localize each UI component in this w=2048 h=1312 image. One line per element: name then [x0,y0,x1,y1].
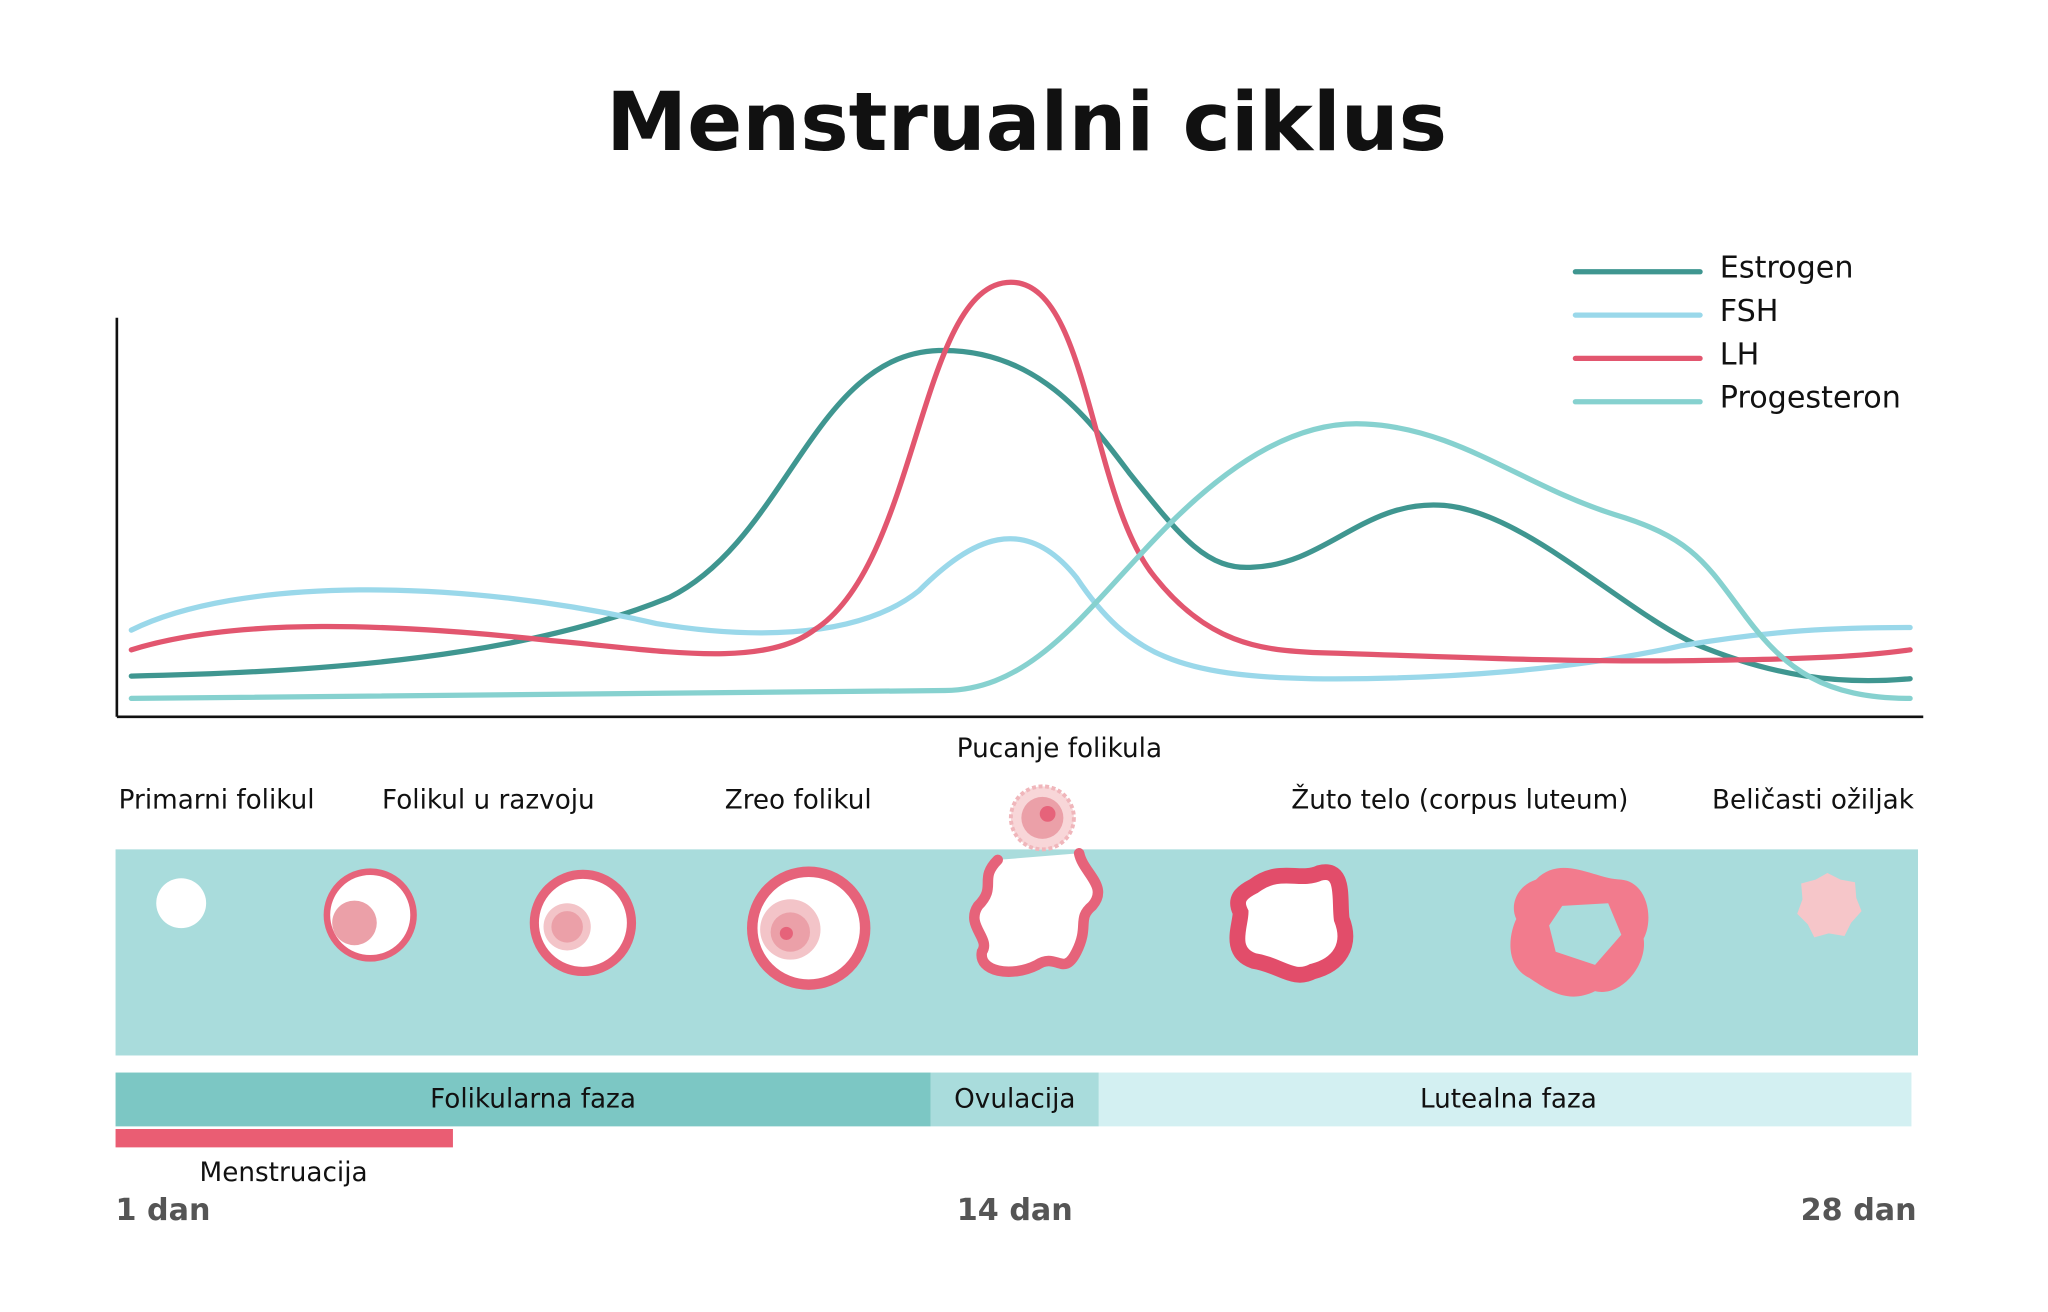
fsh-curve [128,536,1913,682]
menstruation-bar [115,1128,453,1148]
phase-bar [115,1072,931,1127]
legend-label: Progesteron [1720,381,1901,416]
legend-label: LH [1720,337,1760,372]
stage-label: Folikul u razvoju [382,785,595,815]
menstruation-label: Menstruacija [200,1158,368,1188]
day-label: 1 dan [116,1193,211,1228]
phase-bar [1098,1072,1912,1127]
stage-label: Beličasti ožiljak [1712,785,1915,815]
day-label: 28 dan [1801,1193,1917,1228]
stage-label: Žuto telo (corpus luteum) [1291,783,1628,815]
legend-label: Estrogen [1720,251,1854,286]
title: Menstrualni ciklus [606,75,1447,170]
estrogen-curve [128,347,1913,684]
scar-icon [1797,873,1862,938]
stage-label: Zreo folikul [725,785,872,815]
follicle-icon [529,869,637,977]
phase-label: Folikularna faza [430,1085,636,1115]
day-label: 14 dan [957,1193,1073,1228]
progesterone-curve [128,421,1913,702]
stage-label: Primarni folikul [119,785,315,815]
legend: Estrogen FSH LH Progesteron [1572,251,1901,416]
corpus-luteum-icon [1510,867,1649,997]
corpus-luteum-icon [1229,864,1354,983]
legend-label: FSH [1720,294,1779,329]
follicle-icon [323,868,417,962]
follicle-icon [156,878,207,929]
phase-label: Lutealna faza [1420,1085,1597,1115]
stage-label: Pucanje folikula [957,734,1162,764]
follicle-icon [747,866,871,990]
follicle-icon [969,784,1104,977]
phase-bar [930,1072,1099,1127]
phase-label: Ovulacija [954,1085,1075,1115]
lh-curve [128,279,1913,664]
